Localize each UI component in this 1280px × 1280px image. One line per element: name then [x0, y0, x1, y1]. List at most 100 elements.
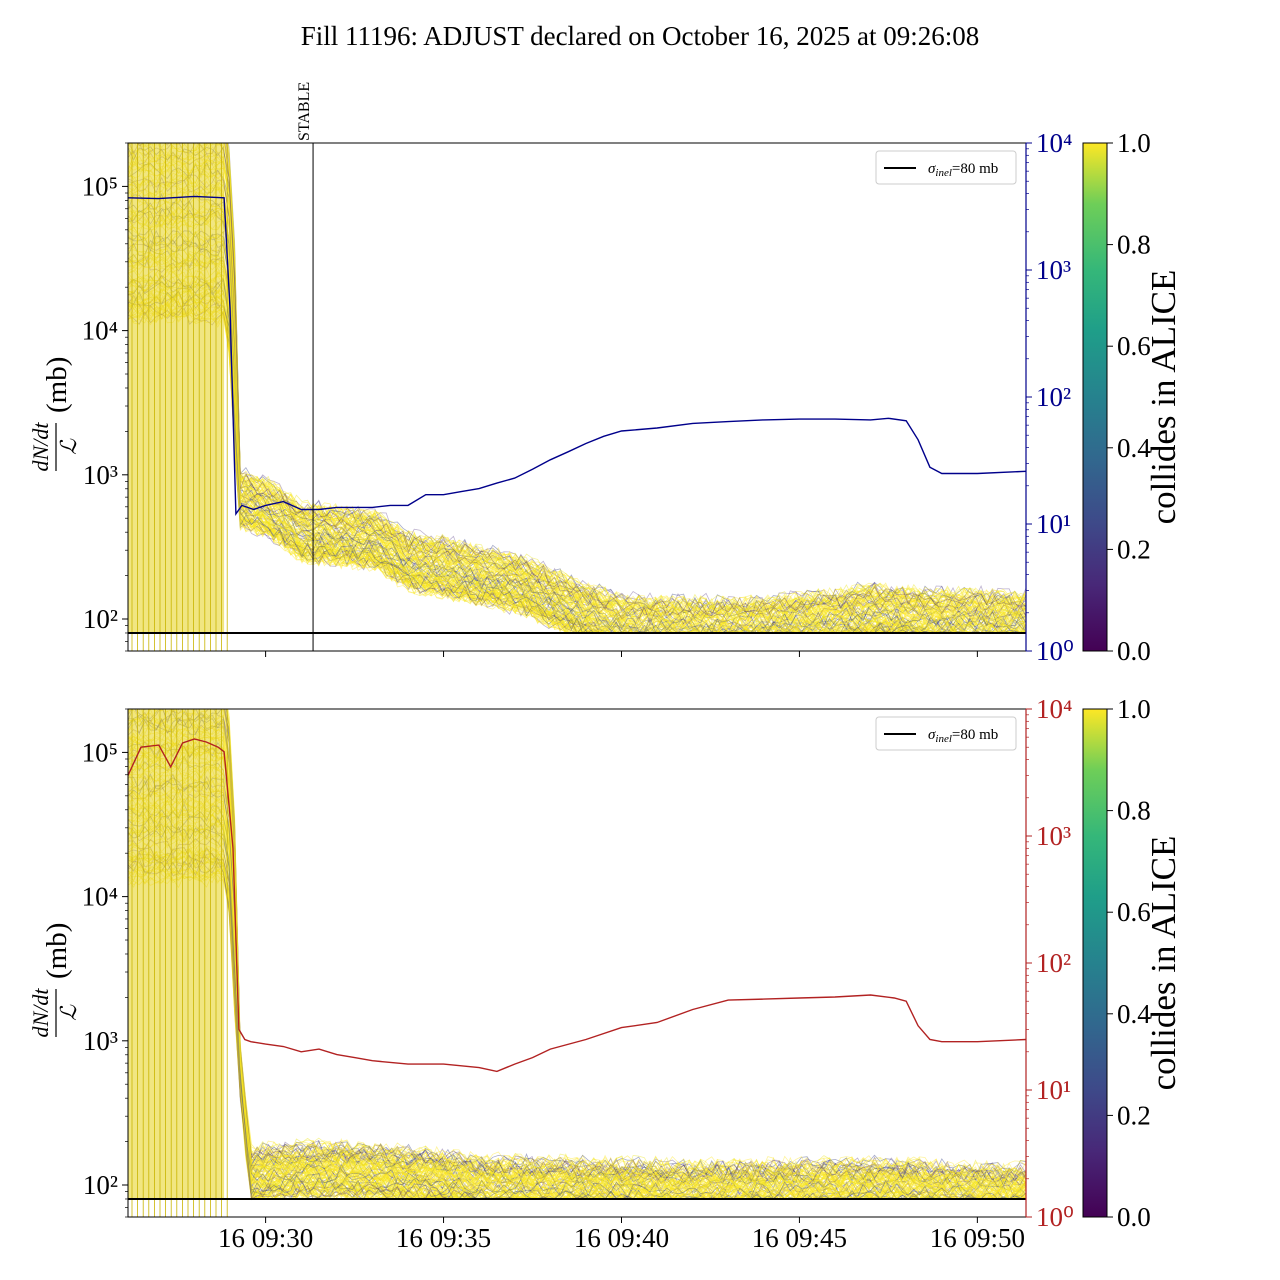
- panel-top: STABLE 10² 10³ 10⁴ 10⁵ dN/dt ℒ (mb) 10⁰ 10¹ 10² 10³…: [28, 82, 1074, 666]
- bunch-line: [128, 792, 1026, 1200]
- right-tick-label: 10⁴: [1036, 694, 1072, 724]
- bunch-line: [128, 864, 1026, 1200]
- colorbar-tick-label: 0.6: [1117, 897, 1151, 927]
- bunch-line: [128, 754, 1026, 1198]
- bunch-line: [128, 780, 1026, 1200]
- x-tick-label: 16 09:30: [218, 1223, 313, 1253]
- bunch-line: [128, 229, 1026, 634]
- bunch-line: [128, 187, 1026, 630]
- right-tick-label: 10⁰: [1036, 636, 1074, 666]
- bunch-line: [227, 709, 1026, 1179]
- left-tick-label: 10⁵: [82, 171, 118, 201]
- bunch-line: [225, 709, 1026, 1178]
- bunch-line: [128, 270, 1026, 634]
- left-tick-label: 10²: [83, 604, 118, 634]
- bunch-line: [225, 709, 1026, 1181]
- bunch-line: [128, 145, 1026, 619]
- bunch-line: [128, 784, 1026, 1200]
- bunch-line: [128, 185, 1026, 630]
- bunch-line: [128, 217, 1026, 634]
- label-denominator: ℒ: [56, 438, 81, 455]
- colorbar-bottom: 0.0 0.2 0.4 0.6 0.8 1.0 collides in ALICE: [1082, 694, 1183, 1232]
- bunch-line: [128, 800, 1026, 1200]
- bunch-band: [128, 709, 1026, 1217]
- bunch-line: [128, 252, 1026, 634]
- plot-frame: [127, 708, 1027, 1218]
- bunch-line: [128, 709, 1026, 1182]
- rate-line: [128, 195, 1026, 517]
- bunch-line: [128, 231, 1026, 634]
- bunch-line: [128, 733, 1026, 1191]
- bunch-line: [224, 143, 1026, 614]
- bunch-line: [128, 210, 1026, 634]
- bunch-line: [128, 158, 1026, 624]
- legend-label: σinel=80 mb: [928, 161, 998, 179]
- bunch-line: [128, 813, 1026, 1200]
- bunch-line: [128, 237, 1026, 634]
- bunch-line: [224, 709, 1026, 1181]
- right-tick-label: 10³: [1036, 821, 1071, 851]
- bunch-line: [128, 144, 1026, 619]
- colorbar-tick-label: 0.6: [1117, 331, 1151, 361]
- bunch-line: [128, 860, 1026, 1200]
- bunch-line: [136, 143, 1026, 616]
- right-tick-label: 10²: [1036, 382, 1071, 412]
- bunch-line: [128, 709, 1026, 1182]
- bunch-line: [128, 862, 1026, 1200]
- bunch-line: [128, 143, 1026, 617]
- bunch-line: [226, 709, 1026, 1177]
- right-tick-label: 10¹: [1036, 509, 1071, 539]
- bunch-line: [128, 260, 1026, 634]
- bunch-line: [128, 742, 1026, 1194]
- bunch-line: [128, 176, 1026, 626]
- bunch-line: [128, 713, 1026, 1187]
- bunch-line: [128, 176, 1026, 628]
- bunch-line: [128, 252, 1026, 634]
- bunch-line: [128, 267, 1026, 634]
- bunch-line: [128, 200, 1026, 634]
- bunch-line: [128, 172, 1026, 625]
- left-tick-label: 10⁵: [82, 737, 118, 767]
- bunch-line: [128, 208, 1026, 634]
- bunch-line: [128, 835, 1026, 1200]
- bunch-line: [128, 768, 1026, 1200]
- bunch-line: [223, 143, 1026, 615]
- bunch-block: [128, 143, 225, 633]
- bunch-line: [128, 806, 1026, 1200]
- colorbar-label: collides in ALICE: [1144, 270, 1183, 525]
- bunch-line: [128, 249, 1026, 634]
- bunch-line: [128, 211, 1026, 634]
- bunch-line: [128, 730, 1026, 1188]
- bunch-line: [128, 812, 1026, 1200]
- colorbar-tick-label: 0.4: [1117, 433, 1151, 463]
- rate-line: [128, 738, 1026, 1073]
- bunch-line: [128, 278, 1026, 634]
- colorbar-tick-label: 0.8: [1117, 230, 1151, 260]
- x-tick-label: 16 09:45: [752, 1223, 847, 1253]
- bunch-line: [128, 181, 1026, 629]
- bunch-line: [128, 225, 1026, 634]
- colorbar-tick-label: 0.8: [1117, 796, 1151, 826]
- bunch-line: [128, 744, 1026, 1194]
- bunch-line: [225, 143, 1026, 613]
- bunch-band: [128, 143, 1026, 651]
- bunch-line: [128, 863, 1026, 1200]
- left-axis-label: dN/dt ℒ (mb): [28, 357, 81, 472]
- bunch-line: [128, 257, 1026, 635]
- bunch-line: [128, 160, 1026, 622]
- bunch-line: [128, 143, 1026, 618]
- bunch-line: [128, 215, 1026, 634]
- right-tick-label: 10⁰: [1036, 1202, 1074, 1232]
- bunch-line: [128, 267, 1026, 634]
- plot-area: [128, 143, 1026, 651]
- bunch-line: [137, 143, 1026, 616]
- bunch-line: [128, 805, 1026, 1200]
- panel-bottom: 10² 10³ 10⁴ 10⁵ dN/dt ℒ (mb) 10⁰ 10¹ 10² 10³ 10⁴ 16 …: [28, 694, 1074, 1253]
- bunch-line: [128, 154, 1026, 623]
- bunch-line: [128, 274, 1026, 634]
- bunch-line: [128, 144, 1026, 619]
- bunch-line: [225, 143, 1026, 613]
- bunch-line: [128, 186, 1026, 630]
- bunch-line: [128, 150, 1026, 621]
